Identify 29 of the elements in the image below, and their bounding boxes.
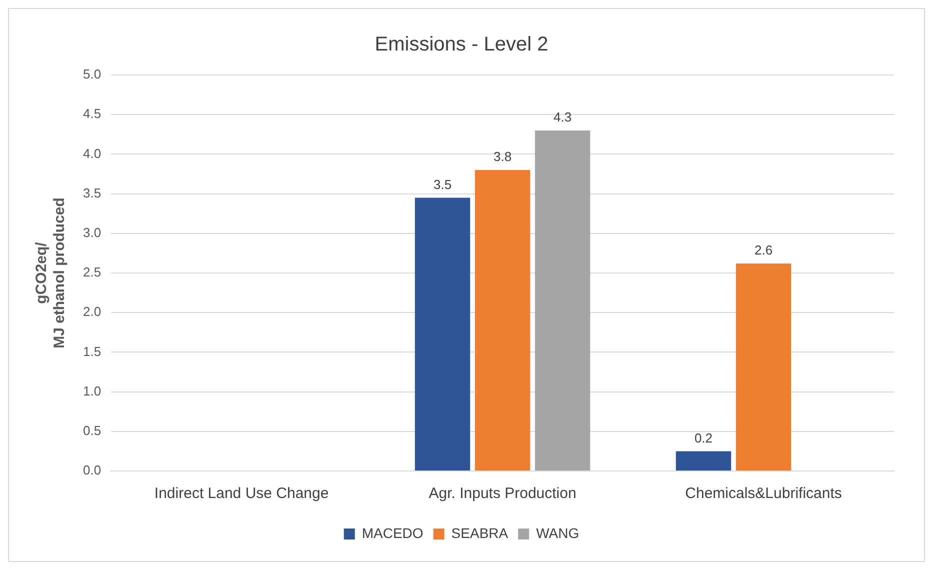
- legend-label: SEABRA: [451, 524, 509, 541]
- x-tick-label: Chemicals&Lubrificants: [685, 485, 842, 502]
- data-label: 3.8: [493, 149, 512, 164]
- text: 4.5: [82, 106, 102, 122]
- legend-label: MACEDO: [362, 524, 424, 541]
- y-axis-title: gCO2eq/ MJ ethanol produced: [33, 198, 68, 348]
- bar: [676, 451, 732, 470]
- x-tick-label: Indirect Land Use Change: [154, 485, 329, 502]
- text: 2.5: [82, 264, 102, 280]
- data-label: 0.2: [694, 430, 713, 446]
- text: 2.0: [82, 304, 102, 320]
- text: 3.0: [82, 224, 102, 240]
- data-label: 2.6: [754, 242, 773, 258]
- legend-label: WANG: [536, 524, 580, 541]
- chart-title: Emissions - Level 2: [374, 34, 548, 56]
- bar: [414, 198, 470, 470]
- data-label: 3.5: [433, 176, 452, 192]
- bar: [534, 130, 590, 470]
- text: 5.0: [82, 66, 102, 82]
- bar: [474, 170, 530, 470]
- text: 0.5: [82, 422, 102, 438]
- text: 4.0: [82, 146, 102, 161]
- bar: [736, 263, 792, 470]
- text: 0.0: [82, 462, 102, 478]
- x-tick-label: Agr. Inputs Production: [428, 485, 576, 502]
- text: 1.0: [82, 383, 102, 398]
- text: 3.5: [82, 185, 102, 200]
- data-label: 4.3: [554, 110, 572, 125]
- text: 1.5: [82, 344, 102, 359]
